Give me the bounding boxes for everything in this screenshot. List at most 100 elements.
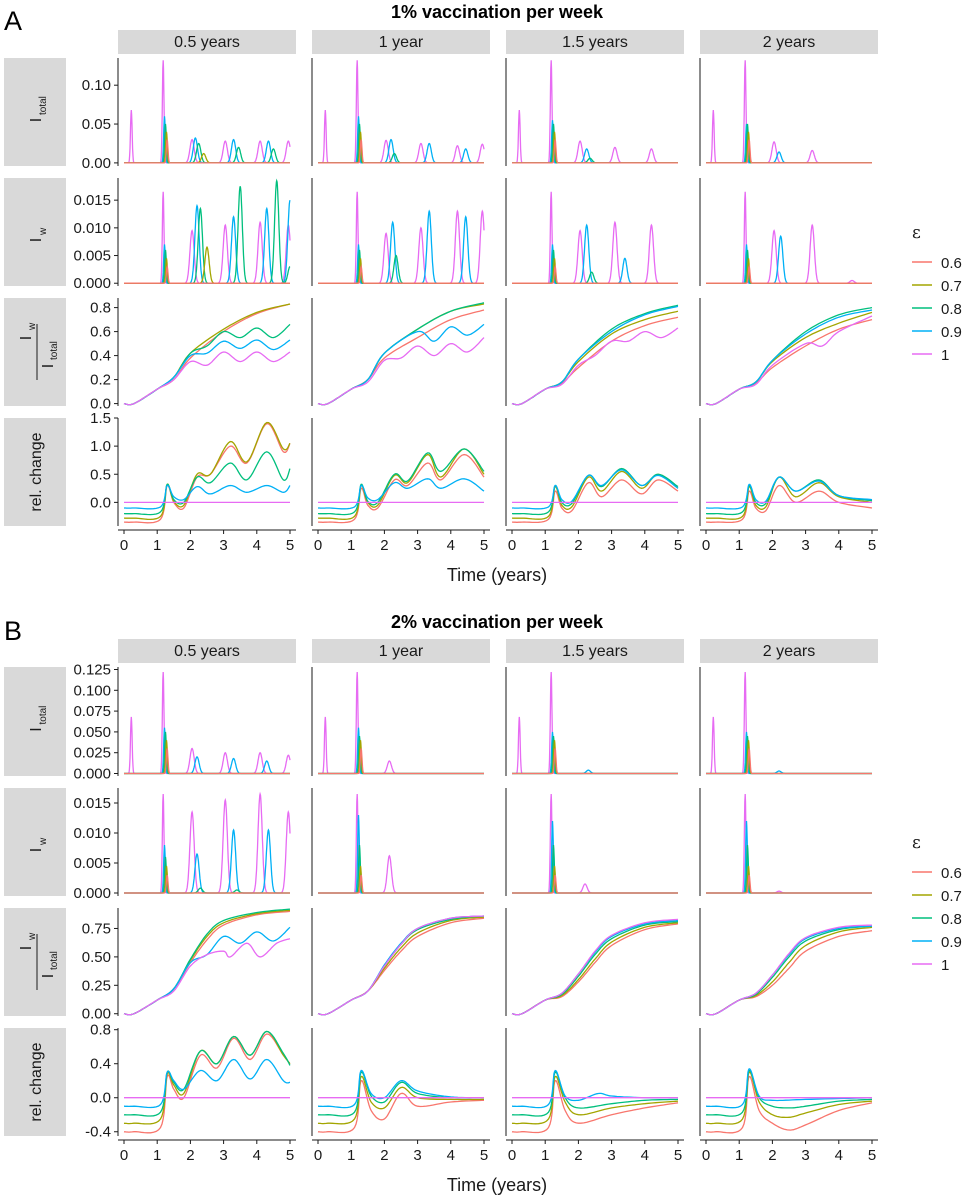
row-label-numerator-sub: w: [27, 932, 38, 941]
x-tick-label: 1: [153, 1147, 161, 1164]
y-tick-label: 0.25: [82, 977, 111, 994]
x-tick-label: 0: [508, 1147, 516, 1164]
legend-label-0-7: 0.7: [941, 888, 962, 905]
x-tick-label: 3: [607, 537, 615, 554]
legend-label-0-6: 0.6: [941, 865, 962, 882]
facet-plot: [512, 793, 678, 894]
facet-plot: [706, 793, 872, 894]
row-label-denominator: I: [40, 974, 57, 978]
facet-plot: [124, 791, 291, 894]
row-label-main: I: [28, 118, 45, 122]
x-tick-label: 2: [380, 537, 388, 554]
x-tick-label: 5: [674, 537, 682, 554]
legend-label-1: 1: [941, 347, 949, 364]
series-line-eps-0-6: [706, 484, 873, 524]
series-line-eps-0-9: [706, 476, 873, 510]
series-line-eps-0-6: [706, 874, 872, 894]
series-line-eps-0-6: [512, 748, 678, 775]
facet-strip-label: 0.5 years: [174, 34, 240, 51]
series-line-eps-0-6: [317, 1080, 485, 1134]
facet-plot: [706, 191, 872, 284]
row-strip-label: Iw: [28, 837, 49, 852]
legend-label-0-8: 0.8: [941, 911, 962, 928]
x-tick-label: 0: [508, 537, 516, 554]
x-tick-label: 3: [219, 1147, 227, 1164]
facet-strip: [118, 639, 296, 663]
x-axis: 0 1 2 3 4 5: [700, 1139, 878, 1164]
legend-label-0-7: 0.7: [941, 278, 962, 295]
x-tick-label: 4: [447, 1147, 455, 1164]
y-tick-label: 0.05: [82, 116, 111, 133]
series-line-eps-1: [705, 315, 873, 406]
series-line-eps-0-8: [318, 448, 485, 516]
facet-plot: [318, 448, 485, 524]
series-line-eps-0-6: [124, 139, 290, 164]
facet-plot: [706, 671, 872, 775]
row-label-main: I: [28, 848, 45, 852]
facet-plot: [123, 1030, 291, 1134]
facet-plot: [123, 303, 291, 406]
legend-panel-b: ε 0.6 0.7 0.8 0.9 1: [912, 833, 962, 974]
legend-label-0-9: 0.9: [941, 934, 962, 951]
y-tick-label: 0.5: [90, 466, 111, 483]
x-tick-label: 5: [286, 1147, 294, 1164]
x-axis-title: Time (years): [447, 1175, 547, 1195]
facet-strip: [118, 30, 296, 54]
series-line-eps-0-9: [124, 484, 291, 510]
legend-title: ε: [912, 223, 921, 243]
row-label-sub: w: [38, 227, 49, 236]
series-line-eps-0-6: [124, 264, 290, 284]
y-axis: 0.000 0.005 0.010 0.015: [73, 178, 119, 292]
x-tick-label: 3: [607, 1147, 615, 1164]
y-tick-label: 0.015: [73, 795, 111, 812]
facet-strip-label: 1.5 years: [562, 34, 628, 51]
x-tick-label: 0: [120, 1147, 128, 1164]
y-tick-label: 0.00: [82, 155, 111, 172]
facet-plot: [705, 306, 873, 406]
x-tick-label: 0: [702, 1147, 710, 1164]
panel-letter-a: A: [4, 6, 22, 36]
x-tick-label: 4: [641, 537, 649, 554]
series-line-eps-0-6: [706, 264, 872, 284]
facet-plot: [124, 178, 291, 284]
series-line-eps-0-6: [318, 264, 484, 284]
x-axis: 0 1 2 3 4 5: [118, 1139, 296, 1164]
x-tick-label: 0: [702, 537, 710, 554]
series-line-eps-0-6: [512, 479, 679, 524]
series-line-eps-0-6: [124, 874, 290, 894]
row-strip-box: [4, 178, 66, 286]
x-tick-label: 5: [868, 1147, 876, 1164]
series-line-eps-0-7: [706, 476, 873, 520]
series-line-eps-1: [317, 337, 485, 406]
row-strip: Iw: [4, 788, 66, 896]
row-strip: rel. change: [4, 418, 66, 526]
panel-b-title: 2% vaccination per week: [391, 612, 604, 632]
y-tick-label: 0.000: [73, 766, 111, 783]
row-strip-box: [4, 667, 66, 776]
series-line-eps-0-6: [512, 264, 678, 284]
x-tick-label: 1: [347, 537, 355, 554]
facet-plot: [318, 671, 484, 775]
series-line-eps-1: [511, 327, 679, 406]
x-tick-label: 3: [801, 1147, 809, 1164]
x-tick-label: 5: [674, 1147, 682, 1164]
series-line-eps-0-7: [512, 470, 679, 520]
series-line-eps-0-9: [318, 478, 485, 510]
row-strip-box: [4, 908, 66, 1016]
x-tick-label: 4: [835, 1147, 843, 1164]
series-line-eps-1: [511, 918, 679, 1016]
series-line-eps-0-6: [124, 748, 290, 775]
y-tick-label: 0.50: [82, 949, 111, 966]
series-line-eps-0-7: [511, 1075, 679, 1125]
row-label-sub: w: [38, 837, 49, 846]
x-axis-title: Time (years): [447, 565, 547, 585]
y-tick-label: 1.5: [90, 410, 111, 427]
facet-plot: [705, 924, 873, 1016]
y-tick-label: 0.050: [73, 724, 111, 741]
facet-plot: [512, 191, 678, 284]
